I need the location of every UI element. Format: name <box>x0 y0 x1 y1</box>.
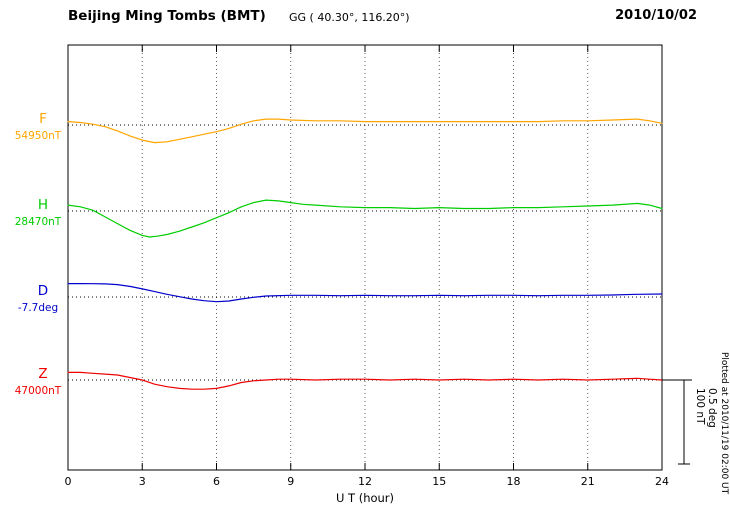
x-tick-label: 18 <box>507 475 521 488</box>
x-tick-label: 9 <box>287 475 294 488</box>
plot-border <box>67 44 663 471</box>
x-tick-label: 6 <box>213 475 220 488</box>
x-tick-label: 12 <box>358 475 372 488</box>
series-baseline-value-h: 28470nT <box>15 216 62 228</box>
series-baseline-value-f: 54950nT <box>15 130 62 142</box>
x-axis-label: U T (hour) <box>336 491 394 505</box>
trace-h <box>67 199 663 238</box>
station-title: Beijing Ming Tombs (BMT) <box>68 8 266 24</box>
series-label-f: F <box>39 111 47 127</box>
x-tick-label: 3 <box>139 475 146 488</box>
trace-d <box>67 283 663 303</box>
series-label-h: H <box>38 197 48 213</box>
plot-date: 2010/10/02 <box>615 8 697 23</box>
scale-label-nt: 100 nT <box>694 388 706 425</box>
x-tick-label: 21 <box>581 475 595 488</box>
scale-label-deg: 0.5 deg <box>706 388 718 428</box>
series-baseline-value-d: -7.7deg <box>18 302 58 314</box>
series-baseline-value-z: 47000nT <box>15 385 62 397</box>
station-coordinates: GG ( 40.30°, 116.20°) <box>289 11 410 24</box>
plotted-at-note: Plotted at 2010/11/19 02:00 UT <box>719 352 729 495</box>
series-label-z: Z <box>38 366 47 382</box>
x-tick-label: 24 <box>655 475 669 488</box>
trace-f <box>67 118 663 144</box>
series-label-d: D <box>38 283 48 299</box>
trace-z <box>67 371 663 390</box>
x-tick-label: 0 <box>65 475 72 488</box>
x-tick-label: 15 <box>432 475 446 488</box>
